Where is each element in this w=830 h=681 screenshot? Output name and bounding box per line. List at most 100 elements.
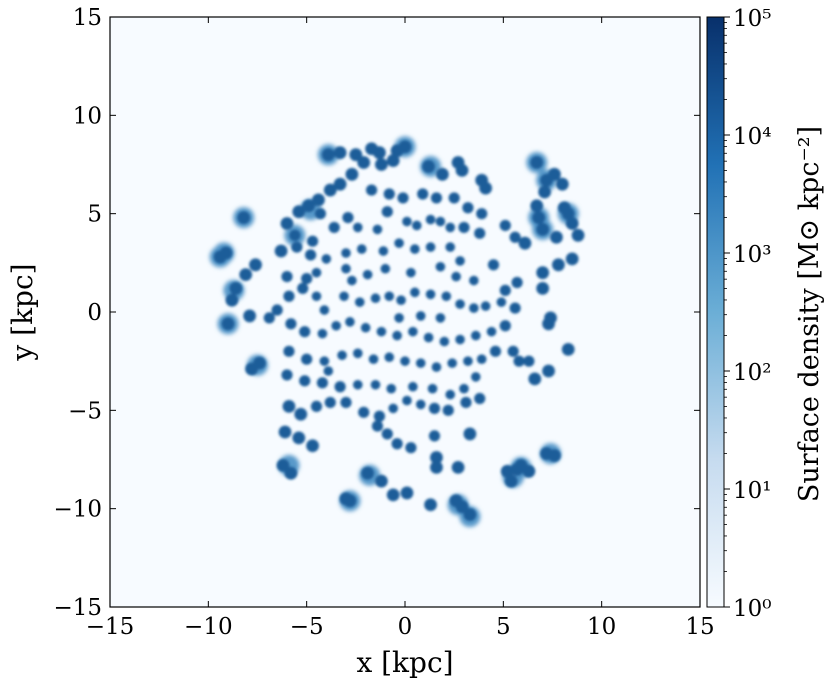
cluster-point-80 xyxy=(536,282,550,295)
cluster-point-109 xyxy=(480,301,491,311)
cluster-point-166 xyxy=(460,396,472,409)
cluster-point-115 xyxy=(331,320,341,331)
colorbar-tick-label: 10⁴ xyxy=(733,124,772,150)
cluster-point-125 xyxy=(486,326,497,337)
cluster-point-15 xyxy=(479,181,493,195)
cluster-point-161 xyxy=(388,403,399,414)
cluster-point-178 xyxy=(284,466,298,480)
cluster-point-53 xyxy=(394,238,404,248)
cluster-point-70 xyxy=(550,230,563,244)
cluster-point-39 xyxy=(372,224,383,235)
x-tick-label: −5 xyxy=(290,614,324,640)
cluster-point-168 xyxy=(278,425,292,439)
cluster-point-114 xyxy=(317,328,328,339)
y-tick-label: −15 xyxy=(53,595,102,621)
cluster-point-133 xyxy=(384,352,395,363)
cluster-point-48 xyxy=(305,249,317,261)
y-tick-label: −10 xyxy=(53,497,102,523)
cluster-point-207 xyxy=(380,263,391,274)
y-axis-ticks: −15 −10 −5 0 5 10 15 xyxy=(53,5,700,621)
cluster-point-135 xyxy=(415,358,426,368)
cluster-point-217 xyxy=(435,261,446,272)
cluster-point-219 xyxy=(341,263,351,274)
cluster-point-110 xyxy=(496,297,507,307)
cluster-point-205 xyxy=(243,309,257,323)
cluster-point-95 xyxy=(297,282,309,294)
cluster-point-83 xyxy=(237,211,251,225)
cluster-point-203 xyxy=(561,342,575,356)
cluster-point-155 xyxy=(294,407,308,421)
x-tick-label: −15 xyxy=(86,614,135,640)
cluster-point-60 xyxy=(509,231,521,243)
cluster-point-123 xyxy=(455,334,465,345)
cluster-point-137 xyxy=(447,358,458,368)
colorbar-tick-label: 10⁵ xyxy=(733,6,772,32)
cluster-point-206 xyxy=(263,312,275,324)
cluster-point-141 xyxy=(507,345,519,357)
cluster-point-28 xyxy=(448,192,460,204)
cluster-point-5 xyxy=(349,148,363,162)
y-tick-label: 5 xyxy=(87,202,102,228)
cluster-point-134 xyxy=(400,356,410,366)
colorbar-tick-label: 10² xyxy=(733,360,772,386)
cluster-point-152 xyxy=(459,383,469,394)
cluster-point-72 xyxy=(561,207,575,221)
cluster-point-180 xyxy=(375,474,388,488)
cluster-point-64 xyxy=(548,167,561,181)
cluster-point-7 xyxy=(375,158,388,171)
cluster-point-23 xyxy=(365,184,378,196)
cluster-point-61 xyxy=(518,236,532,250)
cluster-point-175 xyxy=(428,430,441,442)
cluster-point-112 xyxy=(285,318,297,330)
cluster-point-195 xyxy=(522,464,536,478)
cluster-point-103 xyxy=(396,295,406,306)
cluster-point-132 xyxy=(368,354,379,365)
cluster-point-140 xyxy=(489,345,502,357)
cluster-point-106 xyxy=(441,291,452,302)
cluster-point-42 xyxy=(412,220,422,231)
cluster-point-165 xyxy=(442,404,454,416)
cluster-point-150 xyxy=(427,383,438,394)
cluster-point-138 xyxy=(463,356,473,366)
cluster-point-50 xyxy=(341,248,351,258)
cluster-point-75 xyxy=(565,252,579,266)
cluster-point-90 xyxy=(245,362,258,376)
cluster-point-26 xyxy=(417,188,429,200)
cluster-point-108 xyxy=(469,303,479,313)
cluster-point-54 xyxy=(410,244,420,254)
cluster-point-105 xyxy=(425,289,436,300)
cluster-point-181 xyxy=(386,488,400,502)
cluster-point-86 xyxy=(229,282,243,295)
cluster-point-76 xyxy=(552,258,565,272)
cluster-point-65 xyxy=(555,177,569,191)
cluster-point-18 xyxy=(323,183,337,197)
cluster-point-148 xyxy=(386,383,397,394)
cluster-point-146 xyxy=(353,379,363,390)
cluster-point-4 xyxy=(333,146,347,160)
cluster-point-212 xyxy=(469,275,479,286)
cluster-point-124 xyxy=(471,330,481,341)
cluster-point-74 xyxy=(571,228,585,242)
cluster-point-69 xyxy=(536,223,550,236)
cluster-point-131 xyxy=(353,348,363,359)
cluster-point-171 xyxy=(371,420,384,432)
cluster-point-85 xyxy=(239,268,253,282)
cluster-point-130 xyxy=(337,350,347,361)
cluster-point-156 xyxy=(310,400,323,412)
cluster-point-99 xyxy=(339,291,349,302)
cluster-point-121 xyxy=(423,332,434,343)
cluster-point-21 xyxy=(292,205,306,219)
cluster-point-160 xyxy=(373,410,386,422)
cluster-point-19 xyxy=(312,193,325,207)
cluster-point-184 xyxy=(339,492,353,506)
y-tick-label: −5 xyxy=(68,398,102,424)
cluster-point-172 xyxy=(381,428,393,440)
cluster-point-3 xyxy=(321,148,335,162)
cluster-point-189 xyxy=(463,508,477,521)
cluster-point-49 xyxy=(321,254,332,264)
cluster-point-154 xyxy=(282,400,296,413)
cluster-point-173 xyxy=(391,438,403,450)
cluster-point-56 xyxy=(445,242,456,252)
cluster-point-111 xyxy=(509,302,521,314)
cluster-point-10 xyxy=(422,160,435,173)
